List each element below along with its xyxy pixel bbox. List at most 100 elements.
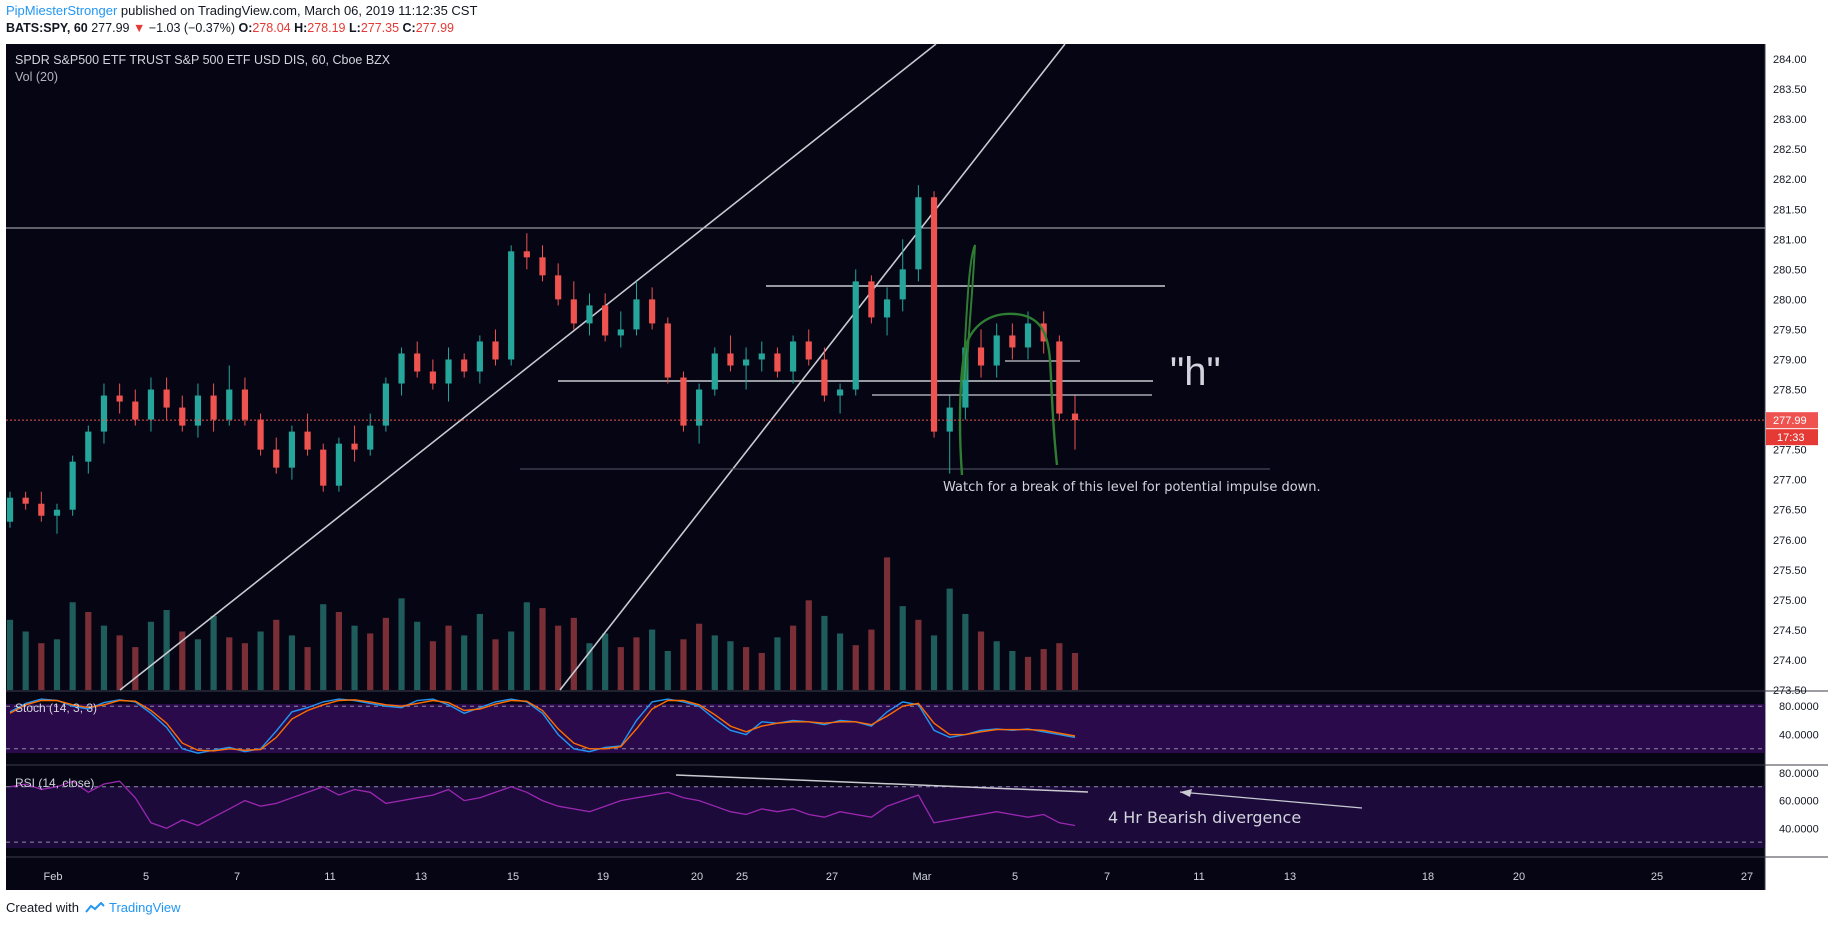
break-note-annotation: Watch for a break of this level for pote… xyxy=(943,480,1321,495)
volume-bar xyxy=(993,641,1000,690)
volume-bar xyxy=(883,557,891,690)
volume-bar xyxy=(273,619,280,690)
time-tick-label: 27 xyxy=(1741,871,1753,883)
open-label: O: xyxy=(238,21,253,35)
candle-body xyxy=(22,497,29,504)
volume-bar xyxy=(915,619,922,690)
volume-bar xyxy=(930,635,938,690)
candle-body xyxy=(476,341,483,372)
price-axis-background xyxy=(1765,44,1828,890)
publish-header: PipMiesterStronger published on TradingV… xyxy=(6,3,477,19)
volume-bar xyxy=(461,635,468,690)
volume-bar xyxy=(335,612,342,690)
volume-bar xyxy=(836,633,844,690)
time-tick-label: 20 xyxy=(1513,871,1525,883)
volume-bar xyxy=(852,645,859,690)
close-value: 277.99 xyxy=(415,21,454,35)
candle-body xyxy=(445,359,452,384)
time-tick-label: 11 xyxy=(324,871,335,883)
candle-body xyxy=(367,425,374,450)
time-tick-label: 18 xyxy=(1422,871,1434,883)
volume-bar xyxy=(1056,643,1063,690)
time-tick-label: 13 xyxy=(1284,871,1296,883)
volume-bar xyxy=(711,635,718,690)
high-value: 278.19 xyxy=(307,21,346,35)
last-price: 277.99 xyxy=(91,21,130,35)
candle-body xyxy=(1056,341,1063,414)
price-tick-label: 281.50 xyxy=(1773,204,1807,216)
price-tick-label: 279.50 xyxy=(1773,324,1807,336)
volume-bar xyxy=(179,631,186,690)
down-arrow-icon: ▼ xyxy=(132,21,146,35)
candle-body xyxy=(696,389,703,426)
candle-body xyxy=(727,353,734,366)
countdown-badge xyxy=(1766,429,1818,446)
candle-body xyxy=(273,449,280,468)
volume-bar xyxy=(398,598,405,690)
footer: Created with TradingView xyxy=(6,900,181,915)
candle-body xyxy=(132,401,139,420)
time-tick-label: 19 xyxy=(597,871,609,883)
tradingview-link[interactable]: TradingView xyxy=(109,900,181,915)
volume-bar xyxy=(241,643,249,690)
candle-body xyxy=(1024,323,1032,348)
volume-bar xyxy=(508,631,515,690)
candle-body xyxy=(69,461,76,510)
candle-body xyxy=(946,407,953,432)
volume-bar xyxy=(696,623,703,690)
candle-body xyxy=(335,443,342,486)
volume-bar xyxy=(194,639,202,690)
price-tick-label: 275.50 xyxy=(1773,565,1807,577)
price-tick-label: 275.00 xyxy=(1773,595,1807,607)
volume-bar xyxy=(758,652,765,690)
volume-bar xyxy=(53,639,61,690)
volume-bar xyxy=(414,621,421,690)
price-tick-label: 278.50 xyxy=(1773,385,1807,397)
candle-body xyxy=(523,251,530,258)
created-with: Created with xyxy=(6,900,79,915)
candle-body xyxy=(649,299,656,324)
author-link[interactable]: PipMiesterStronger xyxy=(6,3,118,18)
volume-bar xyxy=(210,615,217,690)
price-tick-label: 284.00 xyxy=(1773,54,1807,66)
candle-body xyxy=(680,377,687,426)
candle-body xyxy=(414,353,421,372)
open-value: 278.04 xyxy=(252,21,291,35)
candle-body xyxy=(351,443,358,450)
candle-body xyxy=(116,395,123,402)
candle-body xyxy=(1071,413,1079,421)
candle-body xyxy=(163,389,170,408)
volume-bar xyxy=(429,641,436,690)
volume-bar xyxy=(1009,651,1016,690)
price-tick-label: 281.00 xyxy=(1773,234,1807,246)
candle-body xyxy=(539,257,546,276)
time-tick-label: 27 xyxy=(826,871,838,883)
volume-bar xyxy=(6,619,14,690)
price-tick-label: 276.00 xyxy=(1773,535,1807,547)
arrow-head-icon xyxy=(1180,789,1192,797)
candle-body xyxy=(774,353,781,372)
volume-bar xyxy=(1071,652,1079,690)
volume-bar xyxy=(977,631,985,690)
volume-bar xyxy=(633,637,640,690)
candle-body xyxy=(743,359,750,366)
time-tick-label: 7 xyxy=(1104,871,1110,883)
time-tick-label: 15 xyxy=(507,871,519,883)
candle-body xyxy=(85,431,92,462)
candle-body xyxy=(508,251,515,360)
h-annotation: "h" xyxy=(1170,350,1221,394)
trend-line xyxy=(559,43,1066,691)
candle-body xyxy=(852,281,859,390)
candle-body xyxy=(555,275,562,300)
price-change: −1.03 (−0.37%) xyxy=(148,21,235,35)
candle-body xyxy=(461,359,468,372)
volume-bar xyxy=(821,615,828,690)
stoch-band xyxy=(6,704,1765,753)
candle-body xyxy=(1009,335,1016,348)
rsi-tick-label: 40.0000 xyxy=(1779,823,1819,835)
candle-body xyxy=(492,341,499,360)
volume-bar xyxy=(367,633,374,690)
chart-title: SPDR S&P500 ETF TRUST S&P 500 ETF USD DI… xyxy=(15,53,391,67)
volume-bar xyxy=(288,635,296,690)
